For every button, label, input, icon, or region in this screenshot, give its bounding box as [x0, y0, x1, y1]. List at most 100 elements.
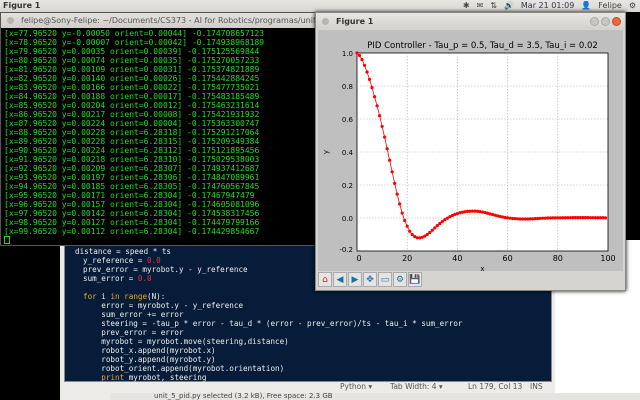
home-button[interactable]: ⌂: [318, 272, 332, 287]
tab-width-selector[interactable]: Tab Width: 4 ▾: [390, 382, 443, 391]
data-point: [443, 218, 447, 222]
code-line: robot_orient.append(myrobot.orientation): [83, 364, 284, 373]
data-point: [403, 218, 407, 223]
data-point: [383, 135, 387, 139]
data-point: [435, 223, 439, 228]
clock[interactable]: Mar 21 01:09: [520, 1, 575, 10]
data-point: [528, 217, 532, 221]
volume-icon[interactable]: 🔊: [503, 1, 514, 10]
data-point: [551, 216, 555, 220]
data-point: [430, 228, 434, 232]
gear-icon[interactable]: ⚙: [628, 1, 636, 10]
code-token: 0.0: [137, 274, 152, 283]
data-point: [463, 210, 467, 214]
x-tick-label: 20: [402, 254, 412, 263]
terminal-window: felipe@Sony-Felipe: ~/Documents/CS373 - …: [0, 12, 318, 246]
data-point: [375, 104, 379, 108]
network-icon[interactable]: ✱: [462, 1, 470, 10]
y-tick-label: 0.4: [342, 149, 354, 157]
data-point: [541, 216, 545, 220]
zoom-button[interactable]: ▭: [378, 272, 392, 287]
x-tick-label: 0: [356, 254, 361, 263]
x-axis-label: x: [480, 265, 484, 271]
data-point: [576, 216, 580, 220]
data-point: [556, 216, 560, 220]
terminal-line: [x=82.96520 y=0.00140 orient=0.00026] -0…: [4, 74, 260, 83]
user-name[interactable]: Felipe: [598, 1, 622, 10]
code-token: print: [101, 373, 125, 382]
plot-canvas[interactable]: 0 20 40 60 80 100 -0.2 0.0 0.2 0.4 0.6 0.8 1.0 PID Co…: [318, 30, 623, 273]
window-menu-icon[interactable]: [322, 18, 329, 25]
terminal-line: [x=85.96520 y=0.00204 orient=0.00012] -0…: [4, 101, 260, 110]
language-selector[interactable]: Python ▾: [340, 382, 373, 391]
data-point: [380, 124, 384, 129]
data-point: [388, 158, 392, 162]
data-point: [553, 216, 557, 220]
terminal-line: [x=77.96520 y=-0.00050 orient=0.00044] -…: [4, 29, 265, 38]
data-point: [511, 216, 515, 221]
data-point: [398, 202, 402, 206]
back-button[interactable]: ◀: [333, 272, 347, 287]
data-point: [503, 215, 507, 220]
data-point: [395, 192, 399, 196]
code-line: steering = -tau_p * error - tau_d * (err…: [83, 319, 462, 328]
file-status: unit_5_pid.py selected (3.2 kB), Free sp…: [110, 393, 640, 400]
data-point: [362, 63, 367, 67]
data-point: [601, 216, 605, 220]
code-line: error = myrobot.y - y_reference: [83, 301, 243, 310]
data-point: [531, 217, 535, 221]
data-point: [460, 210, 465, 214]
data-point: [355, 51, 359, 55]
data-point: [413, 235, 417, 239]
data-point: [423, 234, 427, 238]
data-point: [533, 217, 537, 221]
data-point: [475, 209, 480, 213]
terminal-output[interactable]: [x=77.96520 y=-0.00050 orient=0.00044] -…: [1, 28, 317, 245]
close-button[interactable]: [7, 17, 14, 24]
data-point: [480, 210, 485, 214]
data-point: [598, 216, 603, 220]
close-button[interactable]: [612, 17, 621, 26]
data-point: [513, 217, 517, 221]
save-button[interactable]: 💾: [408, 272, 422, 287]
mail-icon[interactable]: ✉: [476, 1, 484, 10]
data-point: [377, 114, 382, 118]
code-token: range: [124, 292, 148, 301]
pan-button[interactable]: ✥: [363, 272, 377, 287]
terminal-titlebar[interactable]: felipe@Sony-Felipe: ~/Documents/CS373 - …: [1, 13, 317, 28]
code-line: print myrobot, steering: [83, 373, 206, 382]
maximize-button[interactable]: [601, 17, 610, 26]
code-line: for i in range(N):: [83, 292, 165, 301]
data-point: [518, 217, 522, 221]
code-line: sum_error += error: [83, 310, 184, 319]
forward-icon: ▶: [351, 274, 359, 285]
code-token: sum_error =: [83, 274, 138, 283]
pan-icon: ✥: [366, 274, 374, 285]
figure-titlebar[interactable]: Figure 1: [316, 13, 625, 29]
data-point: [488, 212, 492, 216]
data-point: [516, 217, 520, 221]
code-line: robot_x.append(myrobot.x): [83, 346, 215, 355]
code-token: sum_error += error: [83, 310, 184, 319]
insert-mode: INS: [530, 382, 543, 391]
data-point: [455, 211, 459, 216]
terminal-line: [x=79.96520 y=0.00035 orient=0.00039] -0…: [4, 47, 260, 56]
x-tick-label: 40: [452, 254, 462, 263]
terminal-line: [x=97.96520 y=0.00142 orient=6.28304] -0…: [4, 209, 260, 218]
data-point: [490, 212, 495, 217]
forward-button[interactable]: ▶: [348, 272, 362, 287]
x-tick-label: 80: [553, 254, 563, 263]
code-token: for: [83, 292, 97, 301]
terminal-line: [x=95.96520 y=0.00171 orient=6.28304] -0…: [4, 191, 255, 200]
code-token: i: [96, 292, 111, 301]
transfer-icon[interactable]: ⇅: [490, 1, 497, 10]
minimize-button[interactable]: [590, 17, 599, 26]
configure-subplots-button[interactable]: ⚙: [393, 272, 407, 287]
x-tick-label: 100: [600, 254, 615, 263]
data-point: [465, 209, 470, 213]
figure-window: Figure 1 0 20 40 60 80 100 -0.2 0.0 0.2 0.4 0.6 0.8…: [315, 12, 626, 291]
data-point: [526, 217, 530, 221]
data-point: [498, 214, 502, 219]
code-token: steering = -tau_p * error - tau_d * (err…: [83, 319, 463, 328]
data-point: [360, 58, 364, 62]
